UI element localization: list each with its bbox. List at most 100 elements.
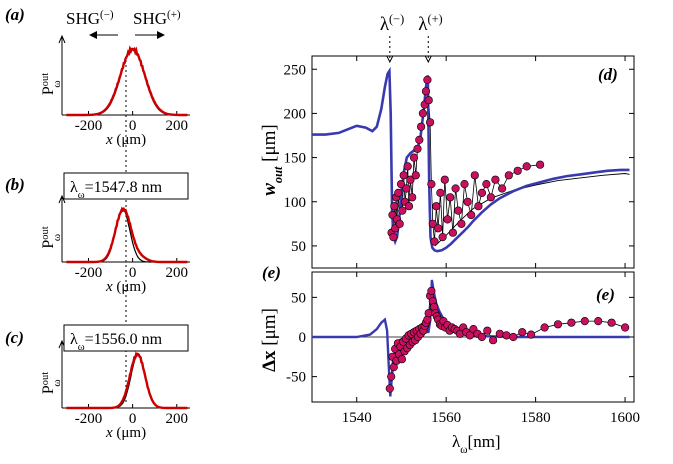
experiment-point xyxy=(498,184,507,193)
panel-label-left: (e) xyxy=(262,263,281,282)
x-tick-label: 200 xyxy=(166,118,189,134)
wavelength-box-label-part: ω xyxy=(78,342,85,353)
profile-measured-line xyxy=(66,351,188,410)
experiment-point xyxy=(454,206,463,215)
experiment-point xyxy=(406,175,415,184)
experiment-point xyxy=(404,202,414,211)
experiment-point xyxy=(408,193,417,202)
x-tick-label: 1580 xyxy=(521,410,551,426)
y-axis-label-part: Δx xyxy=(259,350,280,372)
wavelength-box-label: λω=1556.0 nm xyxy=(70,331,163,353)
panel-label: (d) xyxy=(598,65,618,84)
experiment-point xyxy=(580,317,589,326)
shg-plus-label: SHG(+) xyxy=(133,9,181,28)
x-axis-label: λω[nm] xyxy=(452,432,501,456)
experiment-point xyxy=(385,384,394,393)
panel-label-part: (d) xyxy=(598,65,618,84)
y-axis-label-sub-part: ω xyxy=(51,234,63,241)
shg-minus-label-part: (−) xyxy=(100,9,114,21)
experiment-point xyxy=(477,332,487,342)
wavelength-box-label-part: =1556.0 nm xyxy=(85,331,163,348)
panel-label: (b) xyxy=(5,175,25,194)
x-axis-label: x (μm) xyxy=(105,279,146,295)
experiment-point xyxy=(467,210,476,220)
x-tick-label: -200 xyxy=(75,265,103,281)
experiment-point xyxy=(535,160,545,169)
y-axis-label: Pout xyxy=(40,73,58,95)
experiment-point xyxy=(477,188,487,197)
experiment-point xyxy=(522,162,531,171)
plot-area xyxy=(312,66,630,253)
experiment-point xyxy=(513,166,522,175)
y-axis-label-part: [μm] xyxy=(259,124,280,166)
experiment-point xyxy=(402,184,411,193)
experiment-point xyxy=(397,355,407,364)
experiment-point xyxy=(463,197,472,206)
experiment-point xyxy=(438,233,447,242)
experiment-point xyxy=(448,228,458,237)
y-axis-label-part: out xyxy=(40,372,51,385)
experiment-point xyxy=(495,329,504,338)
shg-plus-label-part: (+) xyxy=(167,9,181,21)
experiment-point xyxy=(440,175,449,184)
experiment-point xyxy=(540,323,549,332)
x-tick-label: 0 xyxy=(129,265,137,281)
x-tick-label: 1600 xyxy=(610,410,640,426)
experiment-point xyxy=(411,171,420,180)
experiment-point xyxy=(474,202,483,211)
experiment-point xyxy=(413,144,422,153)
x-tick-label: 1560 xyxy=(431,410,461,426)
experiment-point xyxy=(457,219,466,228)
experiment-point xyxy=(526,330,536,339)
experiment-point xyxy=(390,202,399,211)
x-axis-label-part: (μm) xyxy=(113,279,146,295)
experiment-point xyxy=(470,171,479,180)
x-axis-label: x (μm) xyxy=(105,132,146,148)
experiment-point xyxy=(482,180,491,189)
theory-line xyxy=(312,66,630,253)
y-tick-label: 150 xyxy=(284,151,307,167)
experiment-point xyxy=(409,153,419,162)
x-axis-label-part: [nm] xyxy=(468,432,501,451)
y-tick-label: 50 xyxy=(291,290,306,306)
lambda-marker-arrow xyxy=(386,55,394,64)
lambda-marker-label: λ(−) xyxy=(380,12,404,35)
x-axis-label: x (μm) xyxy=(105,425,146,441)
wavelength-box xyxy=(63,324,189,352)
experiment-point xyxy=(399,171,408,180)
experiment-point xyxy=(428,219,437,228)
x-axis-label-part: x xyxy=(105,425,113,441)
panel-label-left-part: (e) xyxy=(262,263,281,282)
panel-label-part: (e) xyxy=(596,285,615,304)
y-axis-label-part: out xyxy=(40,73,51,86)
experiment-point xyxy=(518,328,527,337)
y-axis-label: wout [μm] xyxy=(259,124,285,196)
plot-area xyxy=(312,279,630,397)
y-axis-label-part: [μm] xyxy=(259,308,280,350)
experiment-point xyxy=(426,118,435,127)
experiment-point xyxy=(483,326,492,335)
y-tick-label: 0 xyxy=(299,330,307,346)
lambda-marker-label-part: (−) xyxy=(389,12,404,26)
experiment-point xyxy=(427,180,436,189)
x-tick-label: 200 xyxy=(166,411,189,427)
lambda-marker-arrow xyxy=(424,55,432,64)
experiment-point xyxy=(387,372,396,381)
profile-fit-line xyxy=(66,353,188,409)
experiment-point xyxy=(446,193,455,202)
y-axis-label-part: P xyxy=(40,240,57,249)
experiment-point xyxy=(491,175,500,184)
panel-label: (e) xyxy=(596,285,615,304)
panel-e: -50 0 50 1540 1560 1580 1600 Δx [μm] λω[nm] (e) (e… xyxy=(259,263,640,456)
y-axis-label-sub: ω xyxy=(51,80,63,87)
shg-plus-label-part: SHG xyxy=(133,9,167,28)
y-axis-label-sub: ω xyxy=(51,234,63,241)
panel-label-part: (c) xyxy=(5,328,24,347)
experiment-point xyxy=(489,336,498,345)
x-tick-label: -200 xyxy=(75,118,103,134)
y-axis-label: Δx [μm] xyxy=(259,308,280,372)
profile-fit-line xyxy=(66,48,188,116)
